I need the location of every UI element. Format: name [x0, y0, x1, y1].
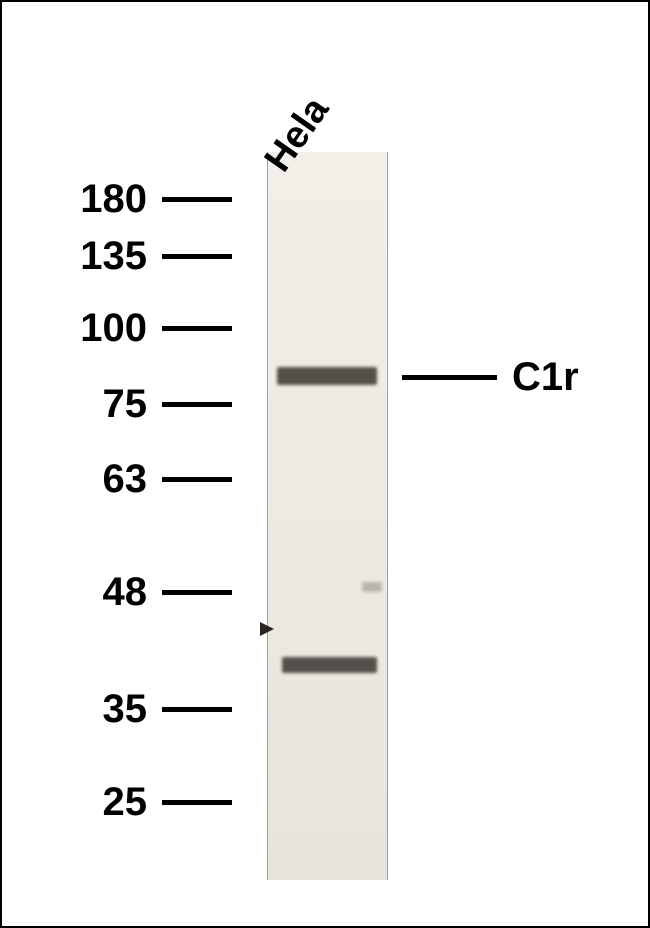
marker-tick-180	[162, 197, 232, 202]
protein-band-2	[362, 582, 382, 592]
artifact-marker	[260, 622, 274, 636]
target-label: C1r	[512, 355, 579, 400]
protein-band-0	[277, 367, 377, 385]
marker-label-135: 135	[57, 234, 147, 279]
marker-label-100: 100	[57, 306, 147, 351]
gel-lane	[267, 152, 387, 880]
marker-label-180: 180	[57, 177, 147, 222]
marker-label-75: 75	[57, 382, 147, 427]
marker-tick-100	[162, 326, 232, 331]
marker-tick-48	[162, 590, 232, 595]
marker-label-48: 48	[57, 570, 147, 615]
blot-container: Hela 1801351007563483525 C1r	[0, 0, 650, 928]
marker-tick-25	[162, 800, 232, 805]
lane-border-right	[387, 152, 388, 880]
target-indicator-line	[402, 375, 497, 380]
marker-tick-135	[162, 254, 232, 259]
marker-tick-35	[162, 707, 232, 712]
marker-tick-75	[162, 402, 232, 407]
lane-border-left	[267, 152, 268, 880]
marker-tick-63	[162, 477, 232, 482]
marker-label-25: 25	[57, 780, 147, 825]
protein-band-1	[282, 657, 377, 673]
marker-label-35: 35	[57, 687, 147, 732]
marker-label-63: 63	[57, 457, 147, 502]
